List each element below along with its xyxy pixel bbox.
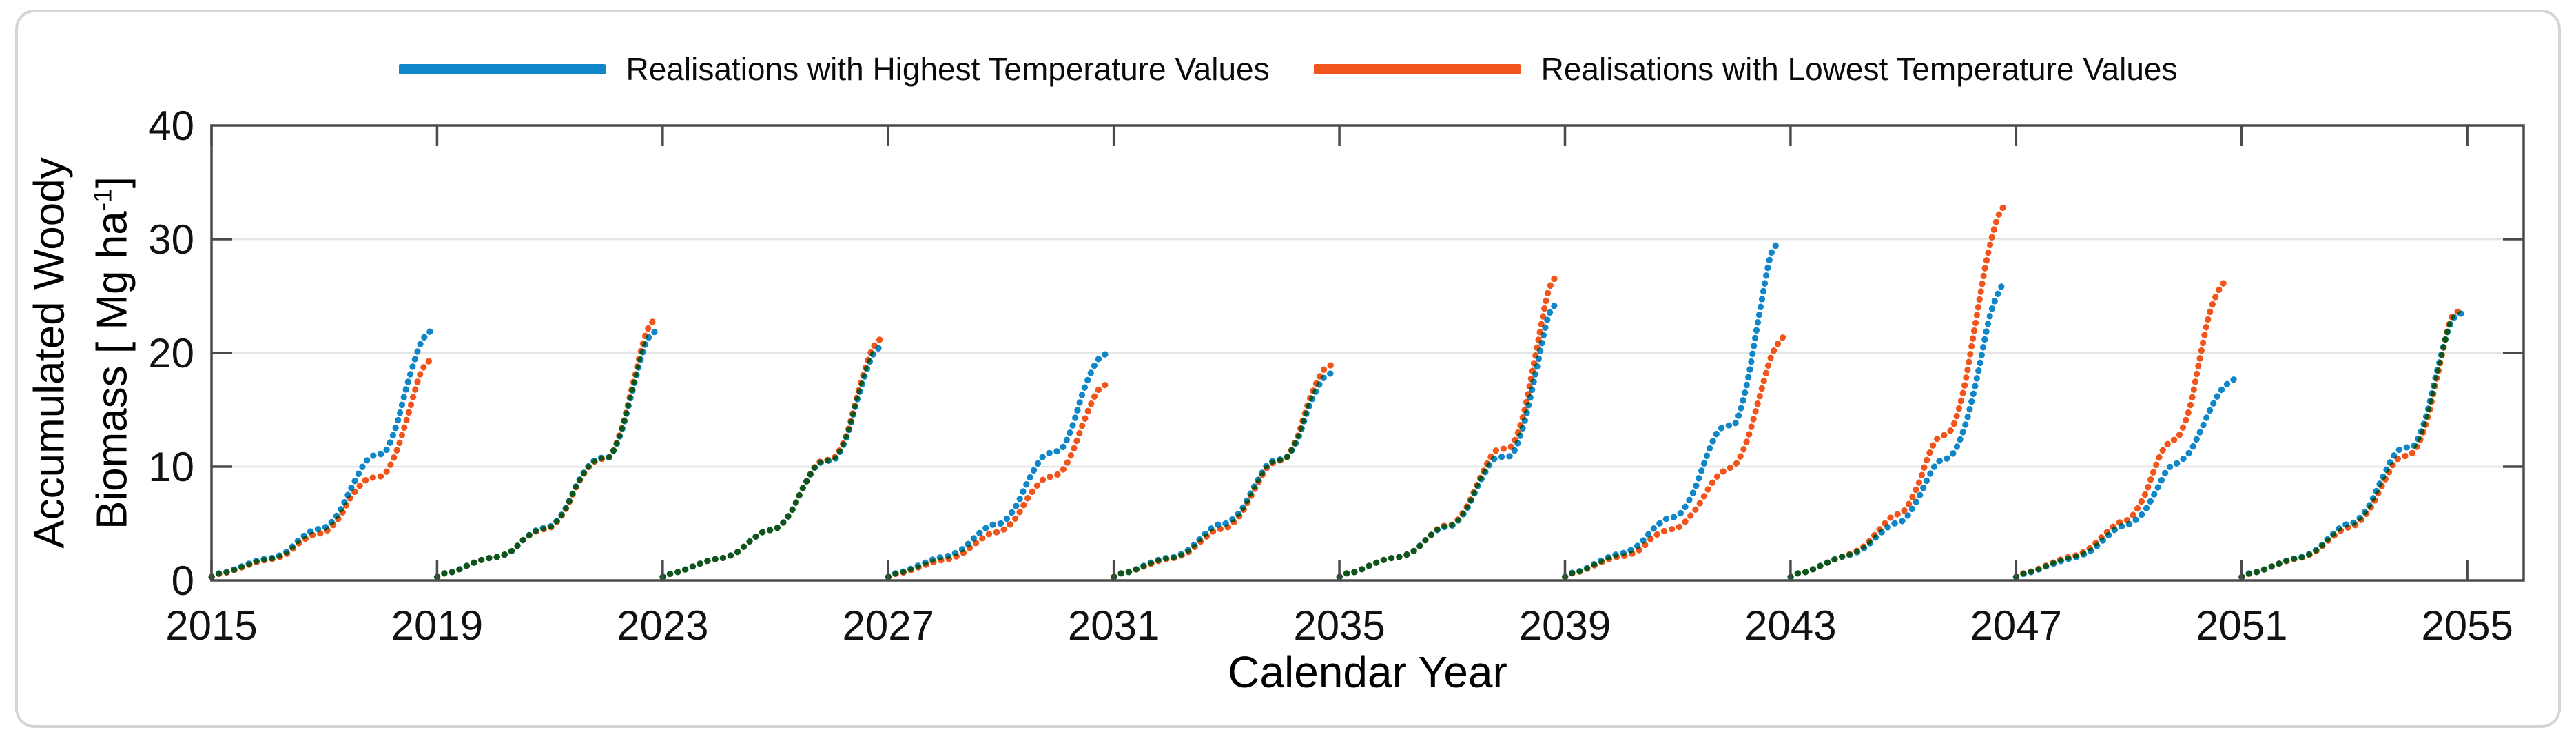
series-highest-cycle-2043: [1787, 278, 2008, 580]
y-tick-label-0: 0: [172, 558, 194, 604]
series-lowest-cycle-2051: [2238, 307, 2465, 580]
legend-item-lowest: Realisations with Lowest Temperature Val…: [1313, 50, 2178, 88]
x-tick-label-2027: 2027: [843, 602, 934, 649]
x-axis-label: Calendar Year: [1228, 647, 1507, 697]
legend-line-highest-icon: [398, 63, 606, 74]
y-tick-label-40: 40: [148, 103, 194, 149]
y-tick-label-10: 10: [148, 444, 194, 490]
series-highest-cycle-2027: [885, 349, 1111, 580]
series-highest-cycle-2015: [208, 327, 435, 580]
legend-label-lowest: Realisations with Lowest Temperature Val…: [1541, 51, 2178, 87]
x-tick-label-2035: 2035: [1293, 602, 1385, 649]
series-lowest-cycle-2031: [1111, 361, 1337, 580]
y-axis-label-line1: Accumulated Woody: [25, 157, 74, 549]
superscript-minus-one: -1: [87, 188, 117, 212]
x-tick-label-2019: 2019: [391, 602, 483, 649]
x-tick-label-2055: 2055: [2421, 602, 2513, 649]
series-highest-cycle-2019: [433, 327, 661, 580]
series-lowest-cycle-2023: [659, 334, 886, 580]
x-tick-label-2043: 2043: [1744, 602, 1836, 649]
x-tick-label-2039: 2039: [1519, 602, 1611, 649]
legend-item-highest: Realisations with Highest Temperature Va…: [398, 50, 1270, 88]
legend: Realisations with Highest Temperature Va…: [0, 40, 2576, 98]
x-tick-label-2015: 2015: [165, 602, 257, 649]
x-tick-label-2023: 2023: [617, 602, 708, 649]
series-lowest-cycle-2035: [1336, 270, 1563, 580]
y-tick-label-20: 20: [148, 330, 194, 376]
x-tick-label-2047: 2047: [1970, 602, 2062, 649]
legend-line-lowest-icon: [1313, 63, 1521, 74]
x-tick-label-2031: 2031: [1068, 602, 1160, 649]
series-highest-cycle-2047: [2012, 374, 2239, 580]
series-highest-cycle-2023: [659, 341, 886, 580]
y-axis-label: Accumulated Woody Biomass [ Mg ha-1]: [24, 157, 139, 548]
y-axis-label-line2: Biomass [ Mg ha-1]: [87, 176, 136, 530]
series-highest-cycle-2031: [1111, 369, 1337, 580]
legend-label-highest: Realisations with Highest Temperature Va…: [626, 51, 1270, 87]
series-lowest-cycle-2019: [433, 313, 661, 580]
series-highest-cycle-2051: [2238, 309, 2465, 580]
series-highest-cycle-2039: [1562, 241, 1780, 580]
series-highest-cycle-2035: [1336, 298, 1563, 580]
series-lowest-cycle-2047: [2012, 276, 2233, 580]
series-lowest-cycle-2027: [885, 380, 1111, 580]
series-lowest-cycle-2015: [208, 355, 435, 580]
x-tick-label-2051: 2051: [2196, 602, 2287, 649]
y-tick-label-30: 30: [148, 216, 194, 263]
